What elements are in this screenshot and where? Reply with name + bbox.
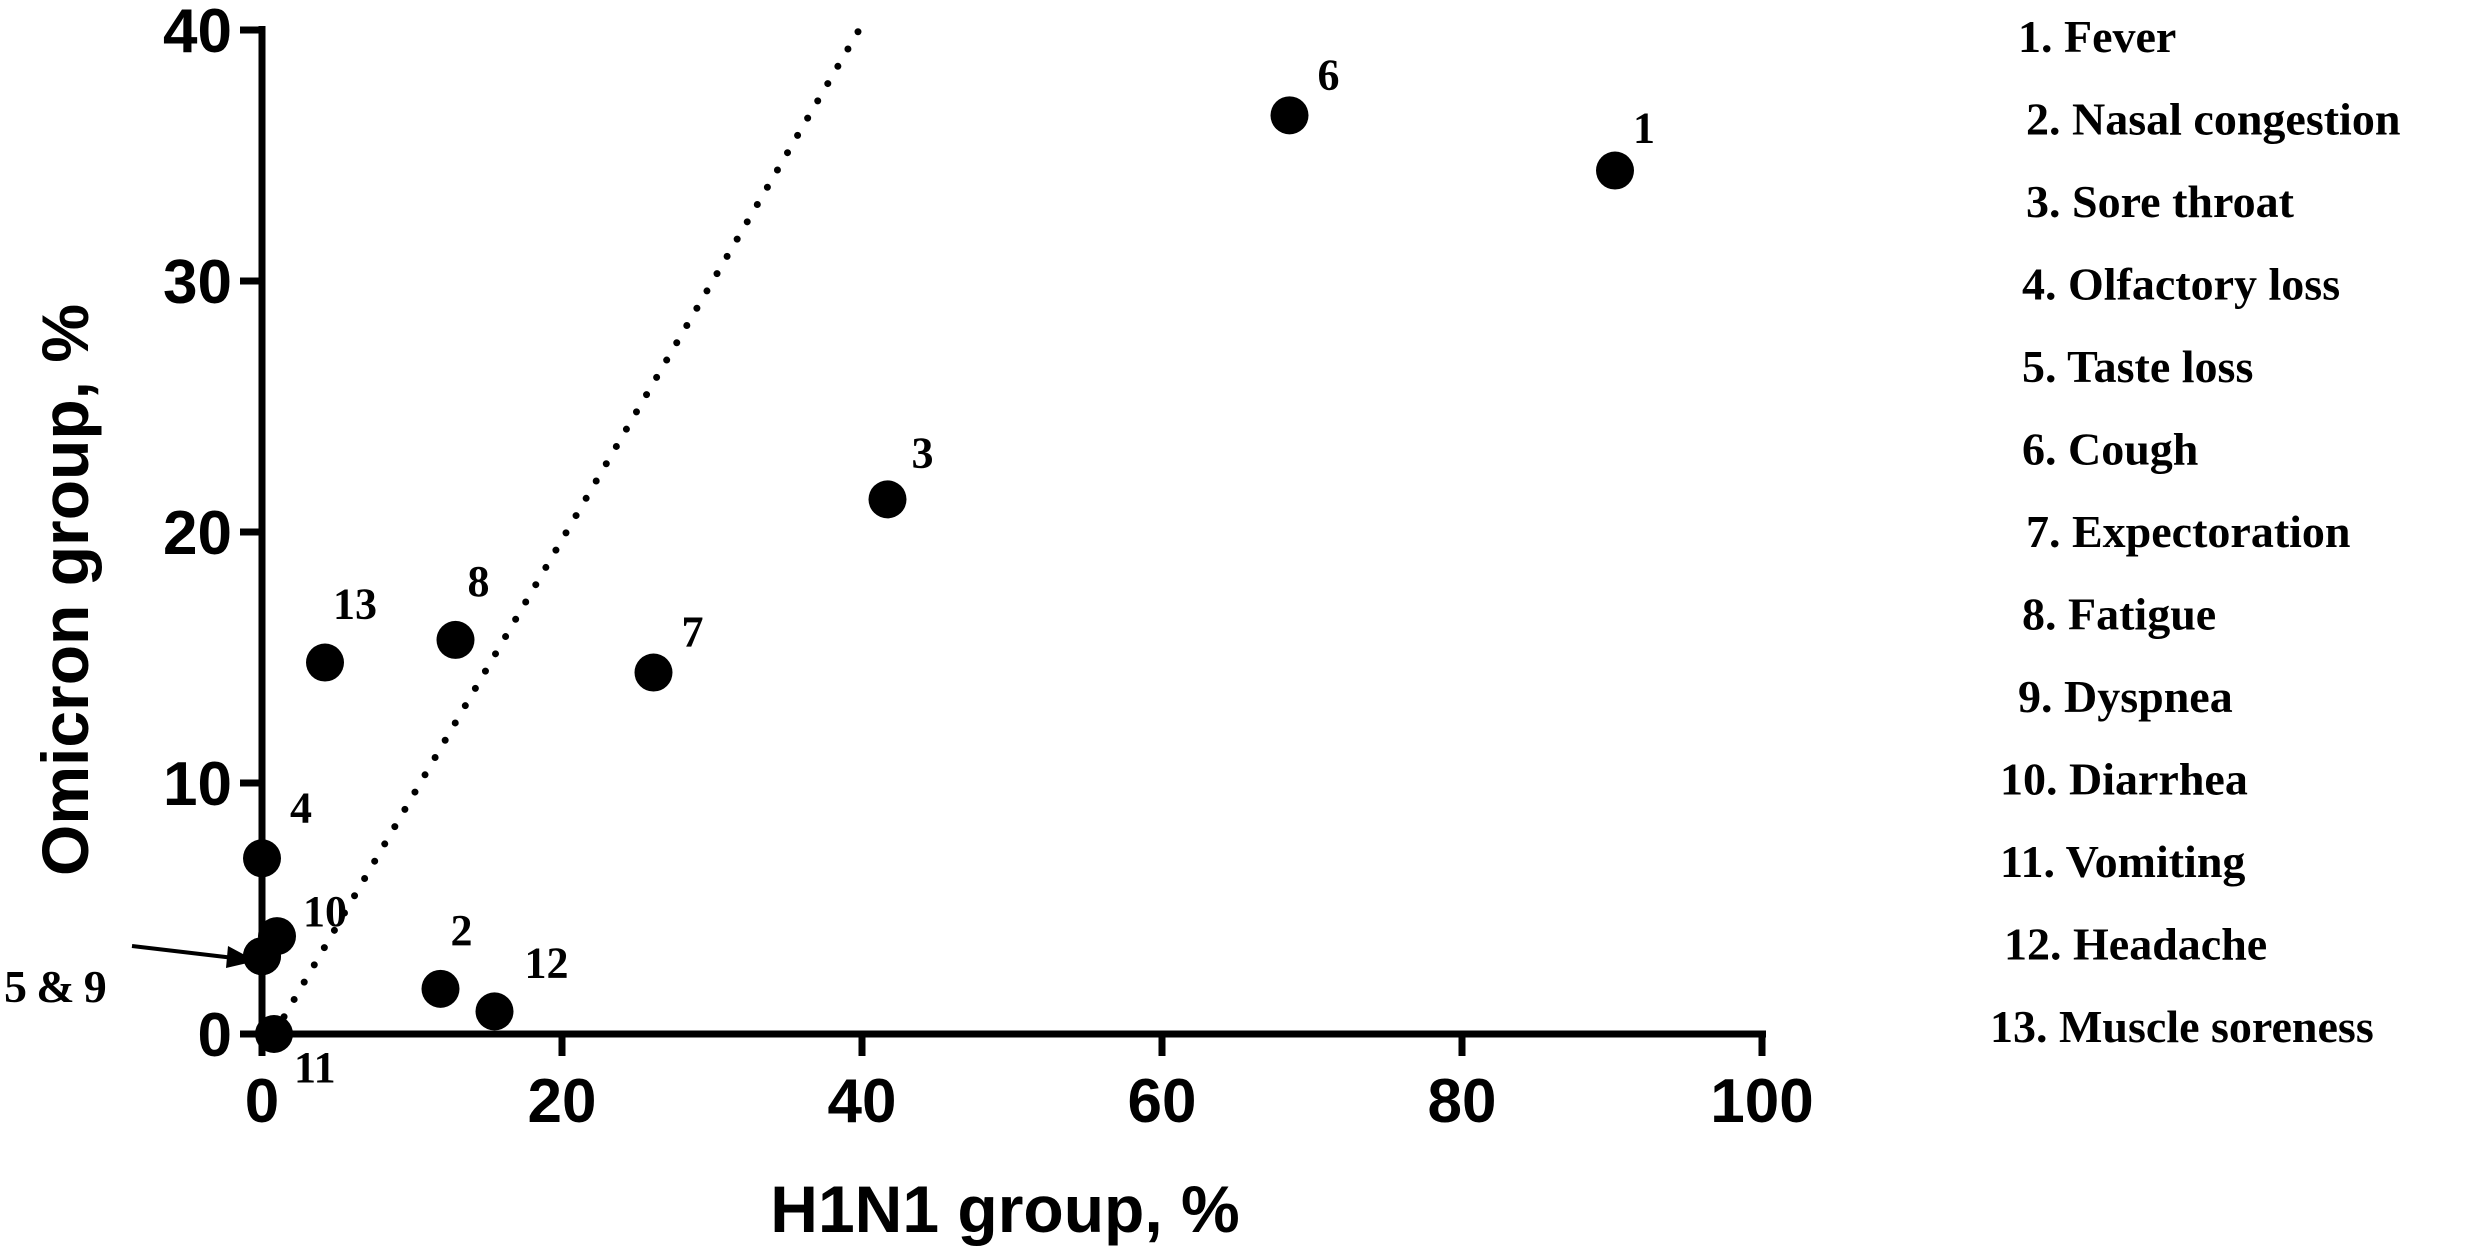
legend-item: 10. Diarrhea xyxy=(2000,754,2248,805)
point-label-6: 6 xyxy=(1318,50,1340,99)
legend-item: 5. Taste loss xyxy=(2022,341,2253,392)
reference-line-layer xyxy=(270,26,863,1038)
data-point-12 xyxy=(475,992,514,1031)
legend: 1. Fever 2. Nasal congestion 3. Sore throa… xyxy=(1990,11,2400,1052)
annotation-layer: 5 & 9 xyxy=(4,944,256,1012)
legend-item: 9. Dyspnea xyxy=(2018,671,2233,722)
data-points xyxy=(243,96,1634,1053)
data-point-6 xyxy=(1270,96,1309,135)
y-tick-label: 0 xyxy=(198,1001,232,1070)
data-point-13 xyxy=(306,643,344,682)
x-axis-title: H1N1 group, % xyxy=(770,1172,1239,1246)
data-point-10 xyxy=(258,917,296,956)
annotation-arrow xyxy=(131,944,235,960)
legend-item: 13. Muscle soreness xyxy=(1990,1001,2374,1052)
y-axis-title: Omicron group, % xyxy=(28,304,102,876)
legend-item: 12. Headache xyxy=(2004,919,2267,970)
legend-item: 6. Cough xyxy=(2022,424,2198,475)
point-label-2: 2 xyxy=(451,906,473,955)
x-tick-label: 80 xyxy=(1428,1067,1497,1136)
arrowhead-icon xyxy=(226,946,256,968)
data-point-3 xyxy=(868,480,907,519)
legend-item: 4. Olfactory loss xyxy=(2022,259,2340,310)
legend-item: 7. Expectoration xyxy=(2026,506,2351,557)
legend-item: 8. Fatigue xyxy=(2022,589,2216,640)
legend-item: 3. Sore throat xyxy=(2026,176,2295,227)
point-label-8: 8 xyxy=(468,557,490,606)
x-tick-label: 0 xyxy=(245,1067,279,1136)
y-tick-label: 10 xyxy=(163,750,232,819)
data-point-1 xyxy=(1596,151,1634,190)
axes: 0 20 40 60 80 100 0 10 20 30 40 xyxy=(163,0,1814,1136)
point-label-4: 4 xyxy=(290,783,312,832)
y-tick-label: 30 xyxy=(163,248,232,317)
point-label-10: 10 xyxy=(303,887,347,936)
point-label-7: 7 xyxy=(682,608,704,657)
point-label-12: 12 xyxy=(525,938,569,987)
point-label-13: 13 xyxy=(333,580,377,629)
legend-item: 11. Vomiting xyxy=(2000,836,2245,887)
reference-line xyxy=(270,26,863,1038)
point-label-1: 1 xyxy=(1633,104,1655,153)
annotation-label: 5 & 9 xyxy=(4,961,107,1012)
point-label-11: 11 xyxy=(294,1043,336,1092)
x-tick-label: 40 xyxy=(828,1067,897,1136)
data-point-8 xyxy=(436,620,475,659)
x-tick-label: 60 xyxy=(1128,1067,1197,1136)
data-point-7 xyxy=(634,653,673,692)
data-point-2 xyxy=(421,969,460,1008)
point-label-3: 3 xyxy=(912,428,934,477)
y-tick-label: 20 xyxy=(163,499,232,568)
legend-item: 1. Fever xyxy=(2018,11,2176,62)
data-point-4 xyxy=(243,839,281,878)
x-tick-label: 100 xyxy=(1710,1067,1813,1136)
x-tick-label: 20 xyxy=(528,1067,597,1136)
legend-item: 2. Nasal congestion xyxy=(2026,94,2400,145)
y-tick-label: 40 xyxy=(163,0,232,66)
data-point-11 xyxy=(255,1015,293,1053)
